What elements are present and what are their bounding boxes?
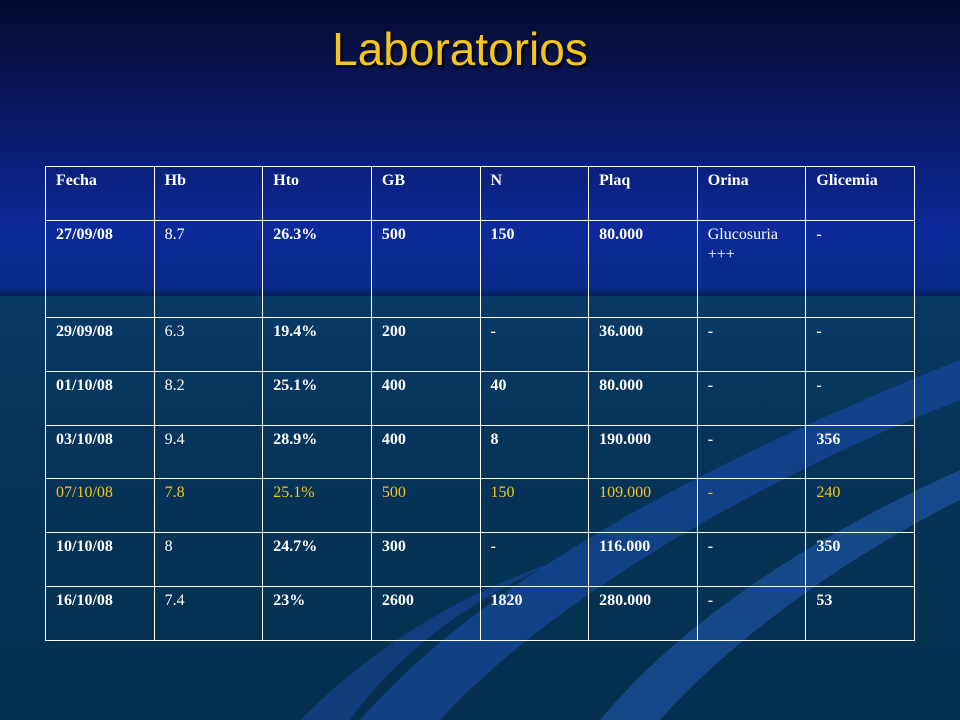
table-cell: - bbox=[805, 370, 915, 426]
table-cell: - bbox=[696, 586, 807, 641]
table-cell: - bbox=[696, 478, 807, 534]
table-cell: 26.3% bbox=[262, 219, 372, 318]
table-row: 03/10/08 9.4 28.9% 400 8 190.000 - 356 bbox=[45, 424, 915, 480]
table-cell: - bbox=[479, 532, 590, 588]
header-cell: Fecha bbox=[45, 166, 155, 221]
header-cell: N bbox=[479, 166, 590, 221]
table-cell: - bbox=[696, 424, 807, 480]
table-cell: 8.2 bbox=[153, 370, 264, 426]
table-cell: 350 bbox=[805, 532, 915, 588]
table-cell: 400 bbox=[370, 370, 481, 426]
table-row-highlighted: 07/10/08 7.8 25.1% 500 150 109.000 - 240 bbox=[45, 478, 915, 534]
header-cell: GB bbox=[370, 166, 481, 221]
lab-results-table: Fecha Hb Hto GB N Plaq Orina Glicemia 27… bbox=[45, 166, 915, 641]
table-cell: 53 bbox=[805, 586, 915, 641]
table-cell: 27/09/08 bbox=[45, 219, 155, 318]
table-cell: 150 bbox=[479, 219, 590, 318]
table-cell: 1820 bbox=[479, 586, 590, 641]
table-row: 29/09/08 6.3 19.4% 200 - 36.000 - - bbox=[45, 316, 915, 372]
table-cell: 300 bbox=[370, 532, 481, 588]
table-cell: 07/10/08 bbox=[45, 478, 155, 534]
table-cell: 36.000 bbox=[588, 316, 698, 372]
table-cell: 9.4 bbox=[153, 424, 264, 480]
table-cell: 240 bbox=[805, 478, 915, 534]
header-cell: Hto bbox=[262, 166, 372, 221]
table-cell: 03/10/08 bbox=[45, 424, 155, 480]
table-cell: 19.4% bbox=[262, 316, 372, 372]
table-cell: 116.000 bbox=[588, 532, 698, 588]
table-cell: - bbox=[479, 316, 590, 372]
table-cell: - bbox=[805, 219, 915, 318]
table-cell: 190.000 bbox=[588, 424, 698, 480]
table-row: 10/10/08 8 24.7% 300 - 116.000 - 350 bbox=[45, 532, 915, 588]
table-cell: 8 bbox=[479, 424, 590, 480]
table-row: 16/10/08 7.4 23% 2600 1820 280.000 - 53 bbox=[45, 586, 915, 641]
header-cell: Glicemia bbox=[805, 166, 915, 221]
table-cell: 24.7% bbox=[262, 532, 372, 588]
table-cell: - bbox=[696, 532, 807, 588]
table-cell: 6.3 bbox=[153, 316, 264, 372]
table-cell: 400 bbox=[370, 424, 481, 480]
table-cell: 28.9% bbox=[262, 424, 372, 480]
header-cell: Plaq bbox=[588, 166, 698, 221]
table-cell: 356 bbox=[805, 424, 915, 480]
table-cell: 80.000 bbox=[588, 219, 698, 318]
table-cell: 7.4 bbox=[153, 586, 264, 641]
table-cell: 500 bbox=[370, 478, 481, 534]
table-row: 27/09/08 8.7 26.3% 500 150 80.000 Glucos… bbox=[45, 219, 915, 318]
table-cell: 23% bbox=[262, 586, 372, 641]
table-cell: 25.1% bbox=[262, 478, 372, 534]
table-cell: 8.7 bbox=[153, 219, 264, 318]
table-cell: 500 bbox=[370, 219, 481, 318]
table-cell: 10/10/08 bbox=[45, 532, 155, 588]
table-cell: 150 bbox=[479, 478, 590, 534]
table-cell: - bbox=[696, 370, 807, 426]
table-cell: 16/10/08 bbox=[45, 586, 155, 641]
table-cell: 80.000 bbox=[588, 370, 698, 426]
slide-title: Laboratorios bbox=[332, 23, 588, 75]
table-cell: 8 bbox=[153, 532, 264, 588]
header-cell: Hb bbox=[153, 166, 264, 221]
table-cell: 7.8 bbox=[153, 478, 264, 534]
table-cell: 29/09/08 bbox=[45, 316, 155, 372]
table-cell: - bbox=[805, 316, 915, 372]
table-cell: 200 bbox=[370, 316, 481, 372]
table-row: 01/10/08 8.2 25.1% 400 40 80.000 - - bbox=[45, 370, 915, 426]
table-cell: Glucosuria +++ bbox=[696, 219, 807, 318]
header-cell: Orina bbox=[696, 166, 807, 221]
table-header-row: Fecha Hb Hto GB N Plaq Orina Glicemia bbox=[45, 166, 915, 221]
table-cell: 40 bbox=[479, 370, 590, 426]
table-cell: 280.000 bbox=[588, 586, 698, 641]
table-cell: 25.1% bbox=[262, 370, 372, 426]
table-cell: - bbox=[696, 316, 807, 372]
table-cell: 2600 bbox=[370, 586, 481, 641]
table-cell: 01/10/08 bbox=[45, 370, 155, 426]
table-cell: 109.000 bbox=[588, 478, 698, 534]
